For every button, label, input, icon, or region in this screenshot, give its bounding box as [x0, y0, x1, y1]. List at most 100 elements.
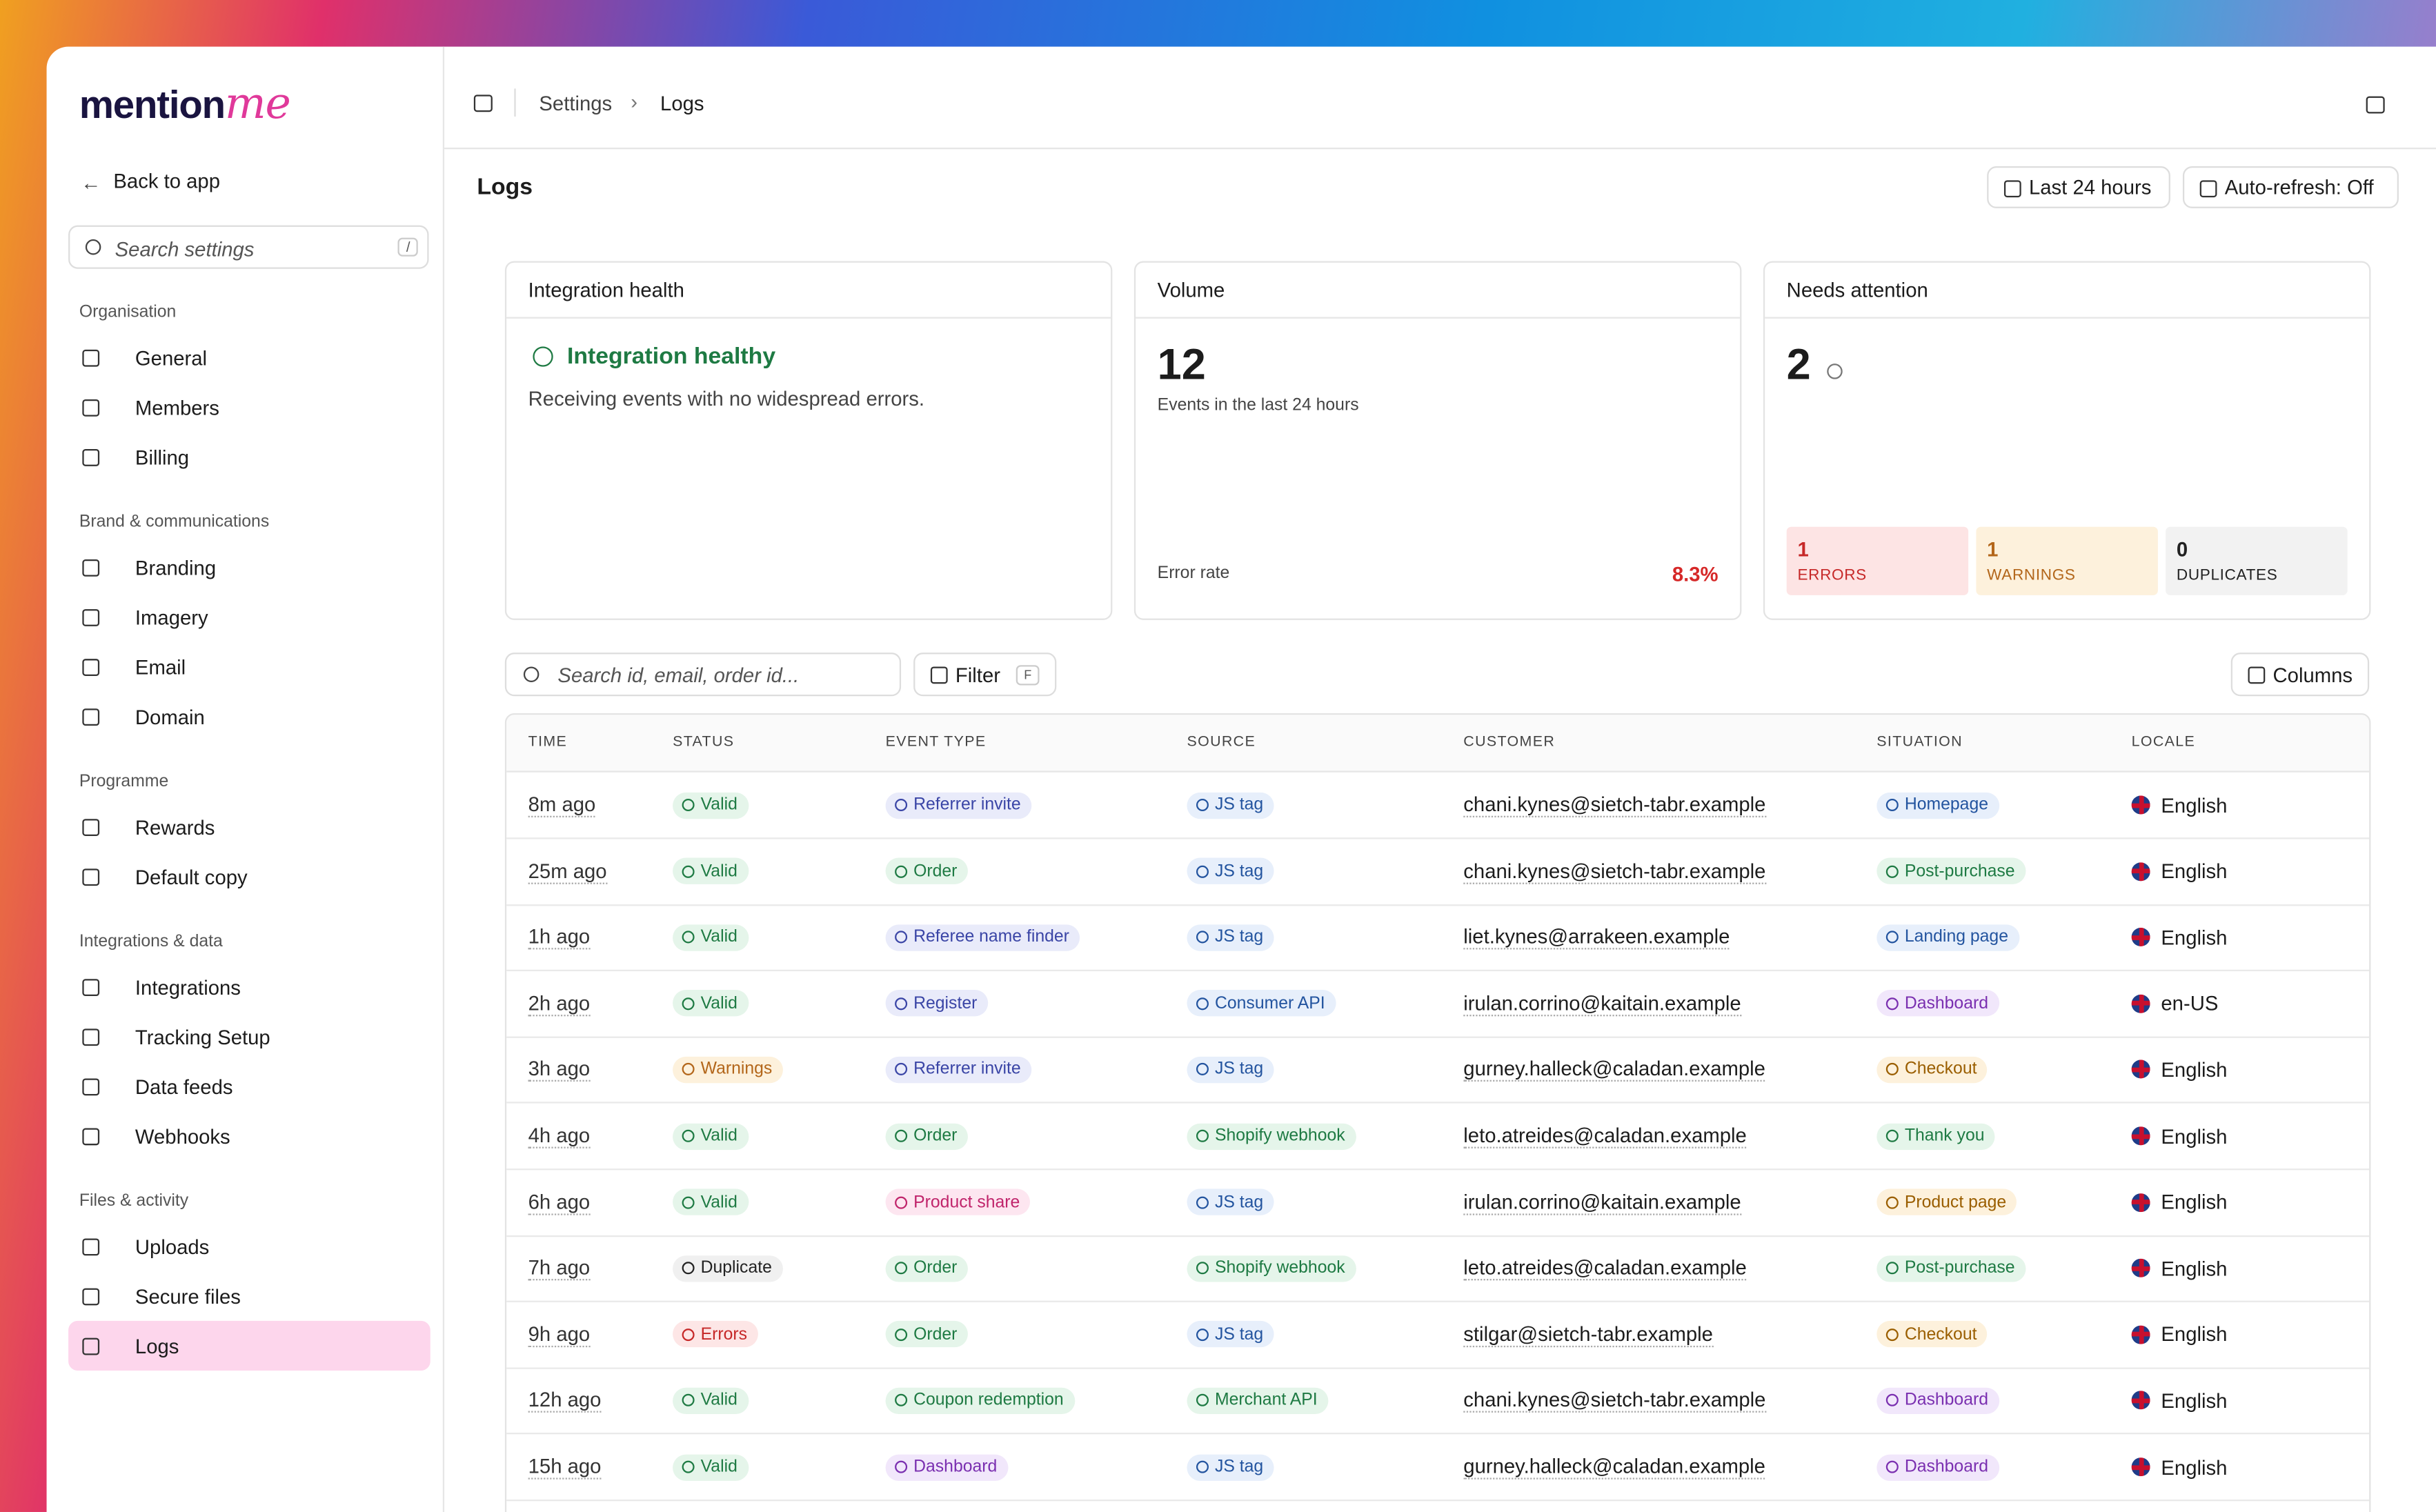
refresh-button[interactable]: Auto-refresh: Off: [2182, 166, 2399, 208]
columns-button[interactable]: Columns: [2230, 653, 2370, 697]
cell: Post-purchase: [1876, 1235, 2026, 1301]
nav-item[interactable]: Secure files: [68, 1271, 430, 1321]
app-window: mentionme Back to app ← Search settings / Org…: [46, 46, 2436, 1512]
nav-item[interactable]: Uploads: [68, 1222, 430, 1271]
badge: Warnings: [673, 1056, 784, 1083]
flag: [2131, 1391, 2150, 1411]
nav-label: Secure files: [135, 1284, 241, 1308]
nav-item[interactable]: Imagery: [68, 592, 430, 641]
nav-section: Organisation General Members Billing: [47, 303, 443, 481]
count-value: 1: [1987, 537, 1999, 561]
flag: [2131, 1193, 2150, 1212]
table-row[interactable]: 1h ago Valid Referee name finder JS tag liet…: [506, 905, 2370, 972]
cell: Valid: [673, 1103, 749, 1168]
nav-item[interactable]: Integrations: [68, 962, 430, 1011]
table-row[interactable]: 7h ago Duplicate Order Shopify webhook leto.…: [506, 1235, 2370, 1303]
cell: 2h ago: [528, 971, 591, 1037]
badge: Merchant API: [1187, 1387, 1329, 1414]
settings-search[interactable]: Search settings /: [68, 225, 429, 269]
cell: Valid: [673, 1434, 749, 1500]
nav-icon: [82, 819, 100, 837]
table-row[interactable]: 6h ago Valid Product share JS tag irulan.cor…: [506, 1169, 2370, 1237]
range-button[interactable]: Last 24 hours: [1987, 166, 2170, 208]
customer: gurney.halleck@caladan.example: [1463, 1455, 1765, 1480]
count-label: DUPLICATES: [2176, 567, 2278, 585]
nav-item[interactable]: Branding: [68, 542, 430, 592]
cell: Product share: [885, 1169, 1031, 1235]
cell: leto.atreides@caladan.example: [1463, 1235, 1747, 1301]
logo-accent: me: [224, 77, 291, 129]
search-placeholder: Search settings: [115, 237, 255, 261]
back-link[interactable]: Back to app: [113, 169, 220, 193]
nav-item[interactable]: Logs: [68, 1320, 430, 1371]
cell: 25m ago: [528, 839, 607, 904]
volume-value: 12: [1157, 340, 1206, 389]
health-card: Integration health Integration healthy Rec…: [504, 261, 1113, 620]
breadcrumb[interactable]: Settings: [539, 91, 613, 115]
cell: English: [2131, 773, 2227, 838]
cell: English: [2131, 905, 2227, 971]
flag: [2131, 994, 2150, 1013]
cell: Dashboard: [1876, 971, 1999, 1037]
nav-item[interactable]: Email: [68, 641, 430, 691]
table-row[interactable]: 8m ago Valid Referrer invite JS tag chani.ky…: [506, 773, 2370, 839]
nav-item[interactable]: Billing: [68, 432, 430, 481]
nav-icon: [82, 659, 100, 676]
nav-item[interactable]: General: [68, 332, 430, 382]
chat-icon[interactable]: [2366, 96, 2385, 114]
filter-button[interactable]: Filter F: [913, 653, 1057, 697]
cell: Product page: [1876, 1169, 2017, 1235]
nav-item[interactable]: Members: [68, 382, 430, 432]
nav-item[interactable]: Default copy: [68, 852, 430, 902]
log-search[interactable]: Search id, email, order id...: [504, 653, 902, 697]
logs-table: TIME STATUS EVENT TYPE SOURCE CUSTOMER SITUAT…: [504, 713, 2371, 1512]
cell: JS tag: [1187, 905, 1274, 971]
cell: Checkout: [1876, 1037, 1988, 1102]
time: 25m ago: [528, 859, 607, 884]
cell: liet.kynes@arrakeen.example: [1463, 905, 1730, 971]
badge: Consumer API: [1187, 990, 1336, 1017]
badge: Homepage: [1876, 791, 1999, 819]
nav-icon: [82, 559, 100, 577]
badge: Post-purchase: [1876, 857, 2026, 885]
table-row[interactable]: 12h ago Valid Coupon redemption Merchant AP…: [506, 1368, 2370, 1435]
cell: English: [2131, 1235, 2227, 1301]
table-row[interactable]: 15h ago Valid Dashboard JS tag gurney.hallec…: [506, 1434, 2370, 1502]
nav-item[interactable]: Domain: [68, 691, 430, 741]
nav-item[interactable]: Tracking Setup: [68, 1012, 430, 1062]
time: 8m ago: [528, 793, 596, 817]
card-title: Integration health: [506, 263, 1111, 319]
badge: JS tag: [1187, 1056, 1274, 1083]
table-row[interactable]: 4h ago Valid Order Shopify webhook leto.atre…: [506, 1103, 2370, 1171]
badge: Dashboard: [885, 1453, 1009, 1480]
cell: Errors: [673, 1302, 758, 1367]
table-row[interactable]: 25m ago Valid Order JS tag chani.kynes@sietc…: [506, 839, 2370, 906]
nav-section: Programme Rewards Default copy: [47, 773, 443, 902]
flag: [2131, 1126, 2150, 1146]
nav-label: Uploads: [135, 1234, 210, 1258]
badge: Valid: [673, 1453, 749, 1480]
nav-item[interactable]: Rewards: [68, 802, 430, 851]
nav-item[interactable]: Data feeds: [68, 1062, 430, 1111]
section-title: Organisation: [79, 303, 177, 322]
attention-value: 2: [1786, 340, 1811, 389]
table-row[interactable]: 3h ago Warnings Referrer invite JS tag gurne…: [506, 1037, 2370, 1104]
nav-label: Imagery: [135, 605, 208, 629]
section-title: Brand & communications: [79, 513, 270, 532]
sidebar-toggle[interactable]: [473, 94, 493, 112]
table-row[interactable]: 9h ago Errors Order JS tag stilgar@sietch-ta…: [506, 1302, 2370, 1369]
cell: JS tag: [1187, 1302, 1274, 1367]
customer: leto.atreides@caladan.example: [1463, 1256, 1747, 1281]
badge: Product share: [885, 1188, 1031, 1215]
nav-icon: [82, 868, 100, 886]
nav-item[interactable]: Webhooks: [68, 1111, 430, 1161]
nav-label: Default copy: [135, 864, 248, 888]
nav-label: Billing: [135, 445, 190, 469]
volume-caption: Events in the last 24 hours: [1157, 396, 1359, 415]
customer: chani.kynes@sietch-tabr.example: [1463, 859, 1766, 884]
badge: JS tag: [1187, 924, 1274, 951]
cell: Order: [885, 839, 969, 904]
cell: Valid: [673, 971, 749, 1037]
table-row[interactable]: 2h ago Valid Register Consumer API irulan.co…: [506, 971, 2370, 1038]
